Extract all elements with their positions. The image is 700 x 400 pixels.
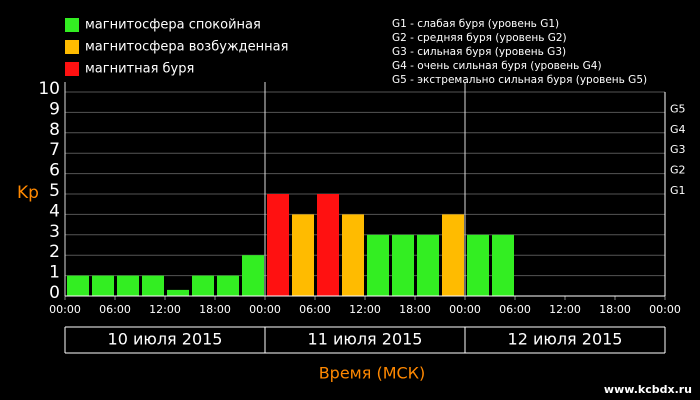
- y2-tick-label: G5: [670, 102, 686, 115]
- legend-label: магнитная буря: [85, 62, 194, 77]
- bar: [192, 275, 214, 296]
- legend-swatch: [65, 18, 79, 32]
- storm-legend-item: G2 - средняя буря (уровень G2): [392, 32, 567, 44]
- bar: [142, 275, 164, 296]
- x-tick-label: 18:00: [599, 303, 631, 316]
- y-tick-label: 8: [49, 120, 60, 140]
- y2-tick-label: G3: [670, 143, 686, 156]
- y-tick-label: 0: [49, 283, 60, 303]
- bar: [342, 214, 364, 296]
- bar: [242, 255, 264, 296]
- bar: [67, 275, 89, 296]
- y-tick-label: 5: [49, 181, 60, 201]
- legend-swatch: [65, 40, 79, 54]
- x-tick-label: 06:00: [299, 303, 331, 316]
- y-tick-label: 4: [49, 201, 60, 221]
- x-tick-label: 06:00: [499, 303, 531, 316]
- bar: [317, 194, 339, 296]
- x-tick-label: 00:00: [249, 303, 281, 316]
- legend-swatch: [65, 62, 79, 76]
- y-tick-label: 10: [38, 79, 60, 99]
- storm-legend-item: G4 - очень сильная буря (уровень G4): [392, 60, 602, 72]
- bar: [442, 214, 464, 296]
- x-axis-label: Время (МСК): [319, 364, 426, 383]
- x-tick-label: 06:00: [99, 303, 131, 316]
- x-tick-label: 12:00: [349, 303, 381, 316]
- x-tick-label: 00:00: [649, 303, 681, 316]
- storm-legend-item: G5 - экстремально сильная буря (уровень …: [392, 74, 647, 86]
- x-tick-label: 18:00: [199, 303, 231, 316]
- x-tick-label: 00:00: [449, 303, 481, 316]
- y2-tick-label: G4: [670, 123, 686, 136]
- y2-tick-label: G1: [670, 184, 686, 197]
- y-tick-label: 6: [49, 161, 60, 181]
- y-tick-label: 9: [49, 99, 60, 119]
- day-label: 10 июля 2015: [108, 330, 223, 349]
- x-tick-label: 18:00: [399, 303, 431, 316]
- bar: [417, 234, 439, 296]
- bar: [492, 234, 514, 296]
- bar: [217, 275, 239, 296]
- bar: [392, 234, 414, 296]
- storm-legend-item: G1 - слабая буря (уровень G1): [392, 18, 559, 30]
- y-axis-label: Kp: [17, 183, 39, 203]
- bar: [167, 289, 189, 296]
- y-tick-label: 3: [49, 222, 60, 242]
- y-tick-label: 7: [49, 140, 60, 160]
- bar: [92, 275, 114, 296]
- x-tick-label: 00:00: [49, 303, 81, 316]
- bar: [117, 275, 139, 296]
- day-label: 12 июля 2015: [508, 330, 623, 349]
- y-tick-label: 2: [49, 242, 60, 262]
- day-label: 11 июля 2015: [308, 330, 423, 349]
- legend-label: магнитосфера спокойная: [85, 18, 261, 33]
- bar: [267, 194, 289, 296]
- y2-tick-label: G2: [670, 164, 686, 177]
- bar: [292, 214, 314, 296]
- storm-legend-item: G3 - сильная буря (уровень G3): [392, 46, 566, 58]
- x-tick-label: 12:00: [549, 303, 581, 316]
- legend-label: магнитосфера возбужденная: [85, 40, 288, 55]
- bar: [367, 234, 389, 296]
- x-tick-label: 12:00: [149, 303, 181, 316]
- bar: [467, 234, 489, 296]
- y-tick-label: 1: [49, 263, 60, 283]
- watermark: www.kcbdx.ru: [604, 383, 692, 396]
